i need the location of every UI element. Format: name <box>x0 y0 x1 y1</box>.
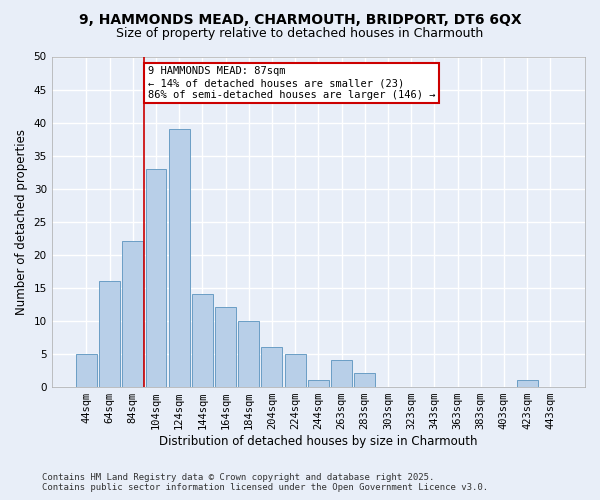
Bar <box>517 380 538 386</box>
Bar <box>192 294 213 386</box>
Bar <box>238 320 259 386</box>
Bar <box>76 354 97 386</box>
Bar <box>284 354 305 386</box>
Bar <box>99 281 120 386</box>
Text: 9 HAMMONDS MEAD: 87sqm
← 14% of detached houses are smaller (23)
86% of semi-det: 9 HAMMONDS MEAD: 87sqm ← 14% of detached… <box>148 66 436 100</box>
Bar <box>122 242 143 386</box>
Text: Contains HM Land Registry data © Crown copyright and database right 2025.
Contai: Contains HM Land Registry data © Crown c… <box>42 473 488 492</box>
Text: 9, HAMMONDS MEAD, CHARMOUTH, BRIDPORT, DT6 6QX: 9, HAMMONDS MEAD, CHARMOUTH, BRIDPORT, D… <box>79 12 521 26</box>
Bar <box>169 129 190 386</box>
Y-axis label: Number of detached properties: Number of detached properties <box>15 128 28 314</box>
Bar <box>262 347 283 387</box>
Text: Size of property relative to detached houses in Charmouth: Size of property relative to detached ho… <box>116 28 484 40</box>
Bar <box>146 168 166 386</box>
Bar <box>215 308 236 386</box>
Bar <box>331 360 352 386</box>
Bar <box>308 380 329 386</box>
X-axis label: Distribution of detached houses by size in Charmouth: Distribution of detached houses by size … <box>159 434 478 448</box>
Bar <box>354 374 375 386</box>
